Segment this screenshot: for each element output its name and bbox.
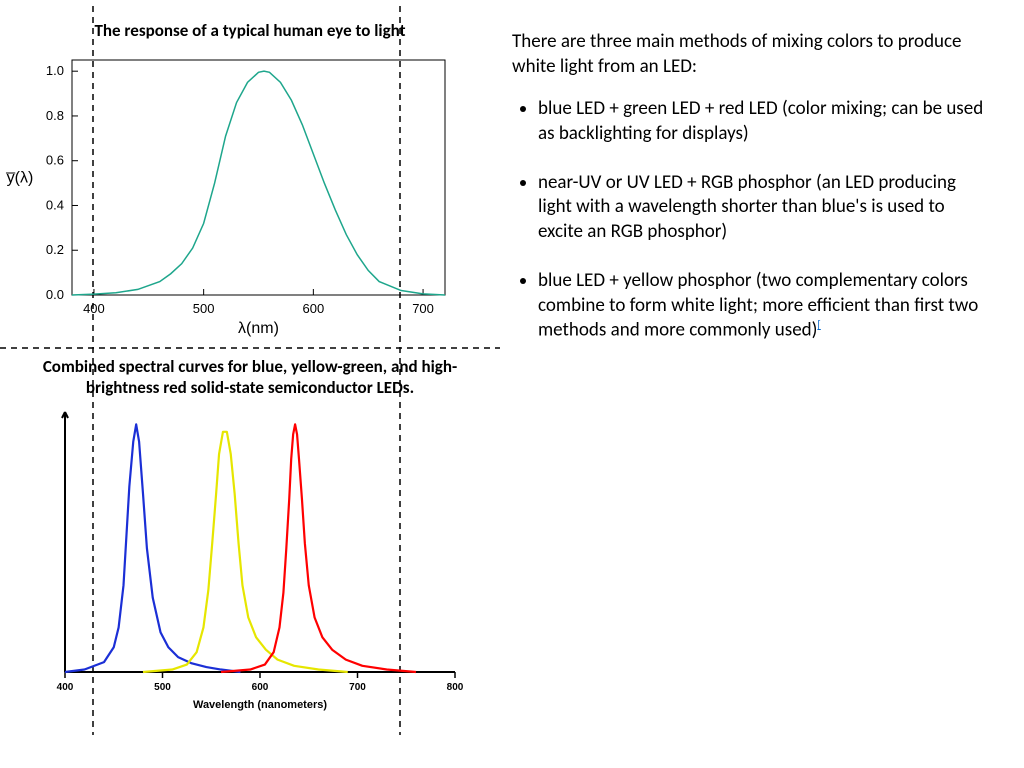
svg-text:0.8: 0.8 (46, 108, 64, 123)
intro-paragraph: There are three main methods of mixing c… (512, 30, 992, 79)
svg-text:0.0: 0.0 (46, 287, 64, 302)
chart2-title: Combined spectral curves for blue, yello… (20, 356, 480, 398)
svg-text:800: 800 (447, 682, 464, 693)
method-1: blue LED + green LED + red LED (color mi… (538, 97, 992, 146)
methods-list: blue LED + green LED + red LED (color mi… (512, 97, 992, 343)
svg-text:0.4: 0.4 (46, 197, 64, 212)
svg-text:700: 700 (349, 682, 366, 693)
svg-text:700: 700 (412, 301, 434, 316)
svg-text:1.0: 1.0 (46, 63, 64, 78)
svg-text:y̅(λ): y̅(λ) (6, 170, 34, 187)
svg-text:λ(nm): λ(nm) (238, 320, 279, 337)
chart1-title: The response of a typical human eye to l… (50, 20, 450, 41)
svg-text:500: 500 (193, 301, 215, 316)
svg-text:500: 500 (154, 682, 171, 693)
method-2: near-UV or UV LED + RGB phosphor (an LED… (538, 171, 992, 245)
svg-text:Wavelength (nanometers): Wavelength (nanometers) (193, 699, 327, 711)
svg-text:0.2: 0.2 (46, 242, 64, 257)
method-3-text: blue LED + yellow phosphor (two compleme… (538, 269, 978, 342)
chart1-eye-response: 0.0 0.2 0.4 0.6 0.8 1.0 400 500 600 700 λ(nm) y̅(λ) (0, 45, 490, 345)
method-3: blue LED + yellow phosphor (two compleme… (538, 269, 992, 343)
svg-text:400: 400 (83, 301, 105, 316)
text-block: There are three main methods of mixing c… (512, 30, 992, 367)
reference-link[interactable]: [ (817, 318, 820, 331)
slide: The response of a typical human eye to l… (0, 0, 1024, 768)
chart2-led-spectra: 400 500 600 700 800 Wavelength (nanometers) (0, 402, 490, 732)
svg-text:0.6: 0.6 (46, 153, 64, 168)
svg-text:600: 600 (252, 682, 269, 693)
svg-text:400: 400 (57, 682, 74, 693)
svg-text:600: 600 (303, 301, 325, 316)
